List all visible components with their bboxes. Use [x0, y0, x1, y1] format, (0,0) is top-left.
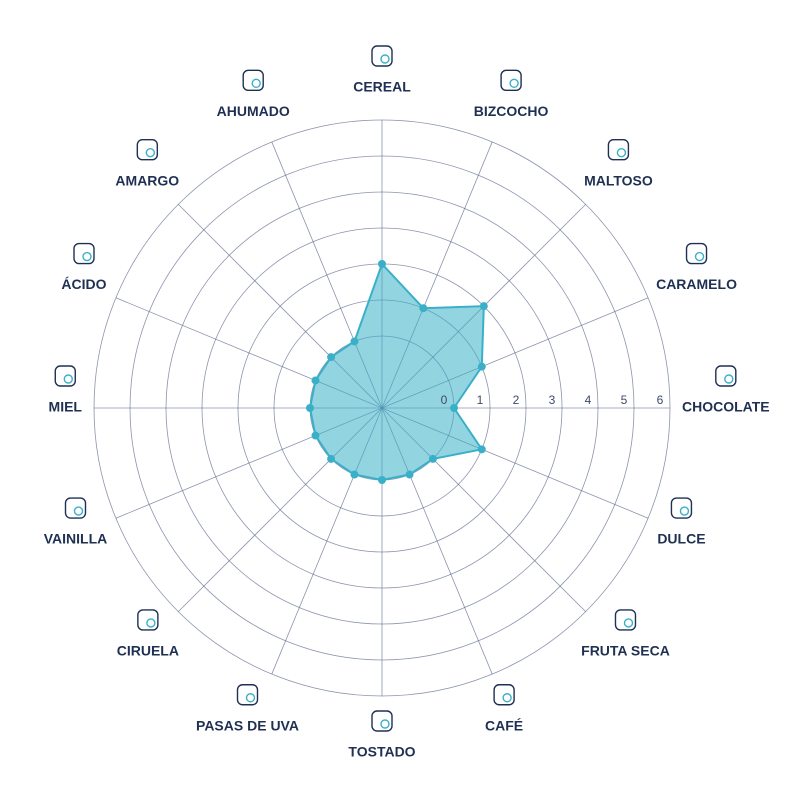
icon-shape — [54, 365, 76, 387]
category-label: BIZCOCHO — [474, 103, 549, 119]
icon-accent — [145, 148, 156, 158]
category-label: AMARGO — [115, 172, 179, 188]
icon-accent — [724, 374, 734, 384]
radar-point — [327, 454, 336, 463]
category-label: CAFÉ — [485, 717, 523, 733]
category-label: CEREAL — [353, 79, 411, 95]
icon-shape — [500, 69, 522, 92]
radar-point — [311, 376, 320, 385]
tick-label: 2 — [513, 393, 520, 407]
category-icon — [136, 139, 159, 161]
radar-point — [378, 476, 386, 484]
radar-point — [311, 431, 320, 440]
icon-shape — [137, 609, 159, 631]
category-icon — [371, 45, 393, 67]
radar-point — [378, 260, 386, 268]
category-icon — [670, 497, 693, 519]
radar-point — [450, 404, 458, 412]
category-label: VAINILLA — [44, 531, 108, 547]
tick-label: 0 — [441, 393, 448, 407]
icon-shape — [715, 365, 737, 387]
radar-point — [477, 445, 486, 454]
icon-accent — [73, 506, 84, 516]
tick-label: 3 — [549, 393, 556, 407]
category-label: FRUTA SECA — [581, 643, 670, 659]
tick-label: 4 — [585, 393, 592, 407]
radar-point — [428, 454, 437, 463]
icon-shape — [371, 710, 393, 732]
icon-accent — [251, 78, 261, 89]
icon-accent — [380, 719, 390, 729]
category-icon — [607, 139, 630, 161]
icon-shape — [371, 45, 393, 67]
radar-point — [327, 353, 336, 362]
category-icon — [614, 609, 637, 631]
category-icon — [137, 609, 159, 631]
category-label: CIRUELA — [117, 643, 179, 659]
icon-shape — [236, 684, 259, 706]
category-icon — [73, 242, 95, 265]
icon-shape — [64, 497, 87, 519]
category-label: MALTOSO — [584, 172, 653, 188]
radar-point — [479, 302, 488, 311]
icon-accent — [623, 618, 634, 628]
category-icon — [685, 242, 708, 265]
icon-accent — [694, 251, 705, 262]
category-icon — [371, 710, 393, 732]
icon-shape — [136, 139, 159, 161]
radar-point — [477, 362, 486, 371]
icon-accent — [509, 78, 519, 89]
category-icon — [715, 365, 737, 387]
tick-label: 6 — [657, 393, 664, 407]
radar-point — [405, 470, 414, 479]
icon-accent — [502, 693, 512, 703]
icon-accent — [380, 54, 390, 64]
radar-point — [350, 470, 359, 479]
icon-shape — [242, 69, 264, 92]
radar-point — [350, 337, 359, 346]
category-label: ÁCIDO — [61, 276, 106, 292]
category-icon — [500, 69, 522, 92]
category-icon — [493, 684, 515, 706]
icon-shape — [614, 609, 637, 631]
category-label: CHOCOLATE — [682, 399, 770, 415]
icon-accent — [63, 374, 73, 384]
category-label: PASAS DE UVA — [196, 717, 299, 733]
category-icon — [54, 365, 76, 387]
icon-shape — [607, 139, 630, 161]
radar-point — [306, 404, 314, 412]
icon-shape — [493, 684, 515, 706]
category-icon — [64, 497, 87, 519]
category-icon — [236, 684, 259, 706]
icon-shape — [73, 242, 95, 265]
icon-accent — [616, 148, 627, 158]
radar-point — [419, 304, 428, 313]
icon-accent — [679, 506, 690, 516]
category-label: CARAMELO — [656, 276, 737, 292]
icon-accent — [82, 251, 92, 262]
icon-shape — [685, 242, 708, 265]
tick-label: 1 — [477, 393, 484, 407]
category-label: MIEL — [49, 399, 83, 415]
category-label: AHUMADO — [217, 103, 290, 119]
icon-accent — [245, 693, 256, 703]
icon-accent — [146, 618, 156, 628]
tick-label: 5 — [621, 393, 628, 407]
category-label: TOSTADO — [348, 744, 415, 760]
icon-shape — [670, 497, 693, 519]
category-label: DULCE — [657, 531, 705, 547]
category-icon — [242, 69, 264, 92]
